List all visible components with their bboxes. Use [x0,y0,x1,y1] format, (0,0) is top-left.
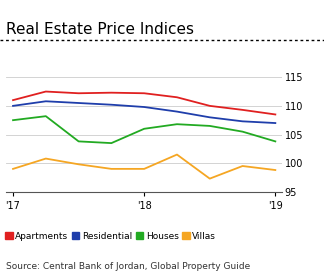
Text: Source: Central Bank of Jordan, Global Property Guide: Source: Central Bank of Jordan, Global P… [6,262,251,271]
Text: Real Estate Price Indices: Real Estate Price Indices [6,22,194,37]
Legend: Apartments, Residential, Houses, Villas: Apartments, Residential, Houses, Villas [6,232,216,241]
